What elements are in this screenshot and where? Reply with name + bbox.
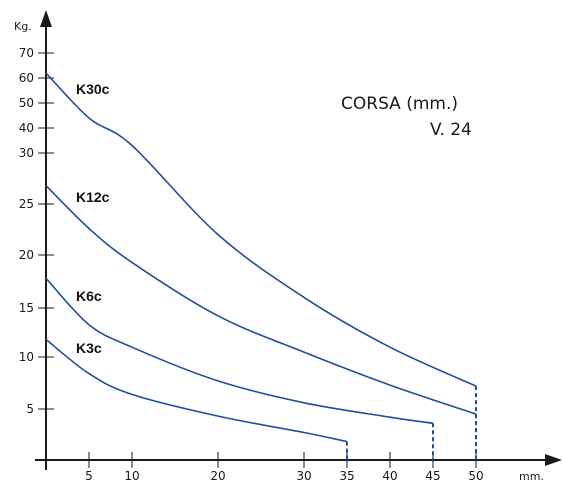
y-tick-label: 60 [19,71,34,85]
series-line-k30c [45,72,477,387]
y-tick-label: 50 [19,96,34,110]
ticks: 5 10 15 20 25 30 40 50 60 70 5 10 20 30 35 40 45 50 [19,46,484,483]
x-tick-label: 10 [124,469,139,483]
y-tick-label: 70 [19,46,34,60]
series-label-k12c: K12c [76,189,110,205]
annotation: CORSA (mm.) V. 24 [341,94,472,140]
series-label-k30c: K30c [76,81,110,97]
y-tick-label: 30 [19,146,34,160]
y-tick-label: 15 [19,301,34,315]
annotation-line-2: V. 24 [430,120,472,140]
series-label-k6c: K6c [76,288,102,304]
y-axis-unit-label: Kg. [14,20,32,33]
y-axis-arrow-icon [40,10,52,27]
y-tick-label: 5 [26,402,34,416]
x-tick-label: 30 [296,469,311,483]
x-tick-label: 35 [339,469,354,483]
series-label-k3c: K3c [76,340,102,356]
x-tick-label: 45 [425,469,440,483]
series-end-k6c [426,421,434,425]
series-line-k6c [45,277,434,425]
y-tick-label: 25 [19,197,34,211]
x-tick-label: 5 [85,469,93,483]
y-tick-label: 10 [19,350,34,364]
axes: Kg. mm. [14,10,562,483]
x-tick-label: 40 [382,469,397,483]
x-axis-unit-label: mm. [519,470,544,483]
x-axis-arrow-icon [545,454,562,466]
series: K30c K12c K6c K3c [45,72,477,460]
y-tick-label: 40 [19,121,34,135]
series-line-k3c [45,338,348,443]
x-tick-label: 20 [210,469,225,483]
x-tick-label: 50 [468,469,483,483]
series-line-k12c [45,185,477,415]
annotation-line-1: CORSA (mm.) [341,94,458,114]
y-tick-label: 20 [19,248,34,262]
